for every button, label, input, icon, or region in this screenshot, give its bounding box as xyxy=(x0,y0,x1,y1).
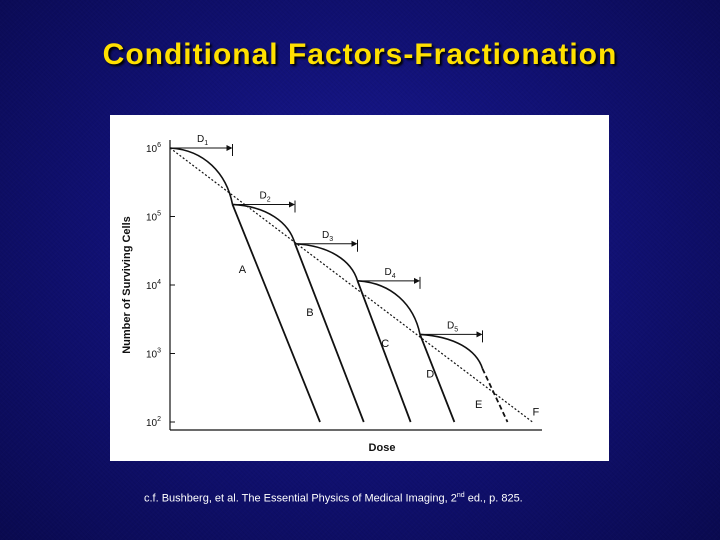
chart-axes: 106 105 104 103 102 xyxy=(146,140,542,431)
fraction-arrowhead-5 xyxy=(476,331,483,338)
curve-label-C: C xyxy=(381,338,389,350)
fraction-label-3: D3 xyxy=(322,230,333,243)
fraction-curve-3 xyxy=(294,242,359,282)
fraction-arrowhead-3 xyxy=(351,240,358,247)
y-tick-label-2: 104 xyxy=(146,279,161,292)
y-tick-label-4: 102 xyxy=(146,416,161,429)
caption-tail: ed., p. 825. xyxy=(464,492,523,505)
slide-title: Conditional Factors-Fractionation xyxy=(102,38,618,71)
fraction-arrowhead-1 xyxy=(226,145,233,151)
survival-chart: 106 105 104 103 102 Number of Surviving Cell… xyxy=(121,134,542,454)
y-tick-label-0: 106 xyxy=(146,142,161,155)
series-line-C xyxy=(356,280,412,423)
survival-curve-figure: 106 105 104 103 102 Number of Surviving Cell… xyxy=(110,115,609,461)
chart-marks xyxy=(169,144,533,423)
curve-label-A: A xyxy=(239,264,247,276)
fraction-curve-2 xyxy=(232,203,296,244)
curve-label-F: F xyxy=(533,406,540,418)
curve-label-B: B xyxy=(306,307,313,319)
fraction-curve-4 xyxy=(357,280,421,335)
fraction-label-2: D2 xyxy=(260,190,271,203)
caption-text: c.f. Bushberg, et al. The Essential Phys… xyxy=(144,492,457,505)
y-tick-label-3: 103 xyxy=(146,348,161,361)
series-line-F xyxy=(169,147,533,423)
fraction-label-5: D5 xyxy=(447,320,458,333)
series-line-A xyxy=(231,204,321,423)
fraction-label-1: D1 xyxy=(197,134,208,147)
curve-label-D: D xyxy=(426,368,434,380)
chart-labels: Number of Surviving Cells Dose D1 D2 D3 D4 D5 A… xyxy=(121,134,540,454)
curve-label-E: E xyxy=(475,399,482,411)
series-line-B xyxy=(294,243,365,423)
x-axis-label: Dose xyxy=(369,442,396,454)
citation-caption: c.f. Bushberg, et al. The Essential Phys… xyxy=(144,492,584,505)
fraction-curve-1 xyxy=(169,147,234,205)
y-tick-label-1: 105 xyxy=(146,211,161,224)
series-line-D xyxy=(419,334,456,423)
y-axis-label: Number of Surviving Cells xyxy=(121,216,133,354)
series-line-E xyxy=(481,368,509,423)
caption-superscript: nd xyxy=(456,492,465,499)
fraction-arrowhead-4 xyxy=(414,277,420,284)
fraction-curve-5 xyxy=(419,333,484,369)
fraction-arrowhead-2 xyxy=(289,201,295,208)
fraction-label-4: D4 xyxy=(385,267,396,280)
